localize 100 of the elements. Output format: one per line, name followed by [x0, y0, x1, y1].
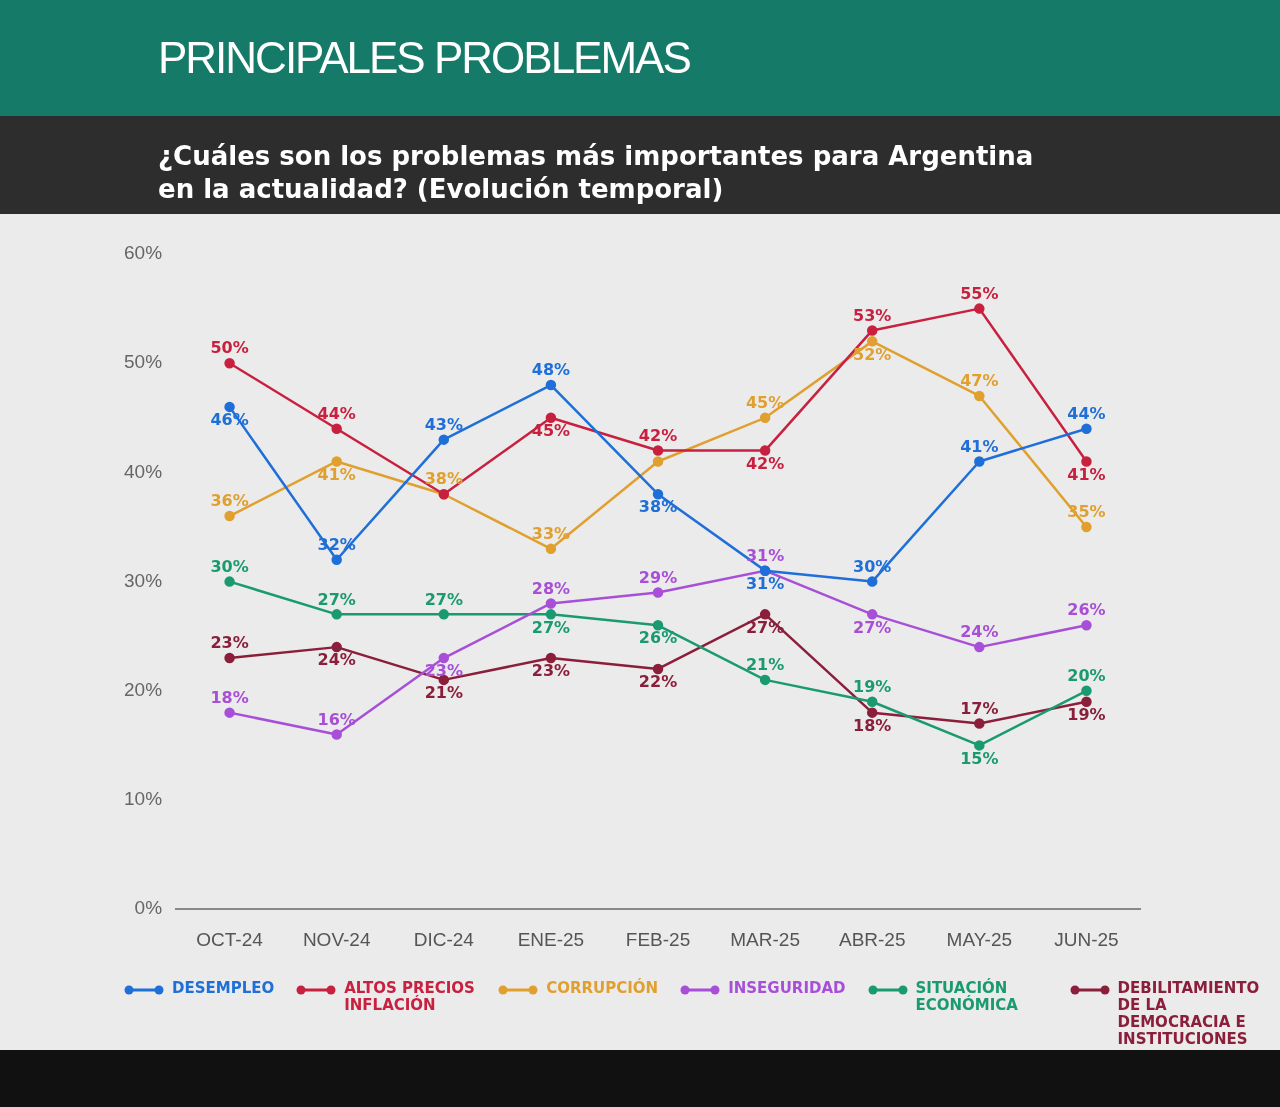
point: [974, 303, 985, 314]
point: [331, 456, 342, 467]
point: [438, 609, 450, 620]
point: [1081, 685, 1092, 697]
point: [759, 445, 771, 456]
data-label: 36%: [210, 491, 249, 511]
point: [331, 554, 342, 566]
data-label: 38%: [424, 469, 463, 489]
point: [866, 336, 878, 347]
data-label: 41%: [960, 436, 999, 456]
point: [866, 696, 878, 707]
data-label: 27%: [531, 617, 571, 637]
data-label: 18%: [853, 715, 892, 735]
data-label: 45%: [531, 420, 571, 440]
y-tick-label: 10%: [124, 788, 163, 810]
y-tick-label: 50%: [124, 351, 163, 373]
data-label: 19%: [1067, 704, 1106, 724]
point: [545, 379, 557, 391]
data-label: 23%: [531, 661, 571, 681]
data-label: 41%: [317, 464, 356, 484]
data-label: 30%: [210, 556, 249, 576]
point: [224, 510, 235, 522]
point: [438, 652, 450, 664]
data-label: 20%: [1067, 665, 1106, 685]
data-label: 15%: [960, 748, 999, 768]
data-label: 16%: [317, 709, 356, 729]
point: [759, 412, 771, 424]
legend-label: ALTOS PRECIOS INFLACIÓN: [344, 979, 476, 1014]
x-tick-label: DIC-24: [413, 928, 475, 950]
point: [545, 412, 557, 424]
point: [652, 445, 664, 456]
point: [224, 652, 235, 664]
point: [759, 609, 771, 620]
x-tick-label: JUN-25: [1054, 928, 1119, 950]
legend-label: DESEMPLEO: [172, 979, 275, 997]
point: [224, 357, 235, 369]
legend-label: SITUACIÓN ECONÓMICA: [915, 979, 1019, 1014]
data-label: 47%: [960, 371, 999, 391]
data-label: 50%: [210, 338, 249, 358]
point: [974, 641, 985, 653]
point: [1081, 521, 1092, 533]
data-label: 48%: [531, 360, 571, 380]
data-label: 42%: [745, 453, 785, 473]
legend-label: DEBILITAMIENTO DE LA DEMOCRACIA E INSTITUCIONES: [1117, 979, 1260, 1048]
data-label: 24%: [960, 622, 999, 642]
data-label: 29%: [638, 567, 678, 587]
point: [866, 609, 878, 620]
data-label: 43%: [424, 414, 463, 434]
data-label: 42%: [638, 425, 678, 445]
point: [545, 543, 557, 555]
point: [331, 641, 342, 653]
data-label: 27%: [424, 589, 463, 609]
y-tick-label: 60%: [124, 242, 163, 264]
chart-subtitle: ¿Cuáles son los problemas más importantes para Argentina en la actualidad? (Evolución temporal): [0, 116, 1280, 214]
point: [224, 401, 235, 413]
data-label: 41%: [1067, 464, 1106, 484]
data-label: 53%: [853, 305, 892, 325]
point: [866, 576, 878, 587]
data-label: 18%: [210, 687, 249, 707]
data-label: 33%: [531, 524, 571, 543]
data-label: 17%: [960, 698, 999, 718]
data-label: 21%: [424, 683, 463, 703]
point: [331, 609, 342, 620]
point: [224, 707, 235, 718]
point: [1081, 456, 1092, 467]
data-label: 31%: [745, 545, 785, 565]
y-tick-label: 0%: [134, 897, 163, 919]
point: [652, 620, 664, 631]
point: [224, 576, 235, 587]
point: [1081, 423, 1092, 434]
y-tick-label: 40%: [124, 460, 163, 482]
point: [974, 390, 985, 402]
data-label: 22%: [638, 672, 678, 692]
data-label: 24%: [317, 650, 356, 670]
data-label: 28%: [531, 578, 571, 598]
point: [759, 674, 771, 686]
data-label: 23%: [210, 633, 249, 653]
x-tick-label: ENE-25: [517, 928, 585, 950]
data-label: 31%: [745, 573, 785, 593]
data-label: 21%: [745, 655, 785, 675]
x-tick-label: NOV-24: [302, 928, 371, 950]
point: [652, 663, 664, 675]
point: [866, 707, 878, 718]
point: [438, 434, 450, 445]
data-label: 55%: [960, 283, 999, 303]
data-label: 38%: [638, 497, 678, 517]
x-tick-label: FEB-25: [625, 928, 691, 950]
point: [866, 325, 878, 336]
point: [974, 740, 985, 751]
point: [1081, 696, 1092, 707]
y-tick-label: 30%: [124, 569, 163, 591]
legend-label: CORRUPCIÓN: [546, 979, 659, 997]
point: [545, 652, 557, 664]
point: [1081, 620, 1092, 631]
data-label: 23%: [424, 661, 463, 681]
point: [652, 456, 664, 467]
data-label: 27%: [853, 617, 892, 637]
x-tick-label: MAY-25: [946, 928, 1013, 950]
point: [545, 609, 557, 620]
point: [974, 456, 985, 467]
